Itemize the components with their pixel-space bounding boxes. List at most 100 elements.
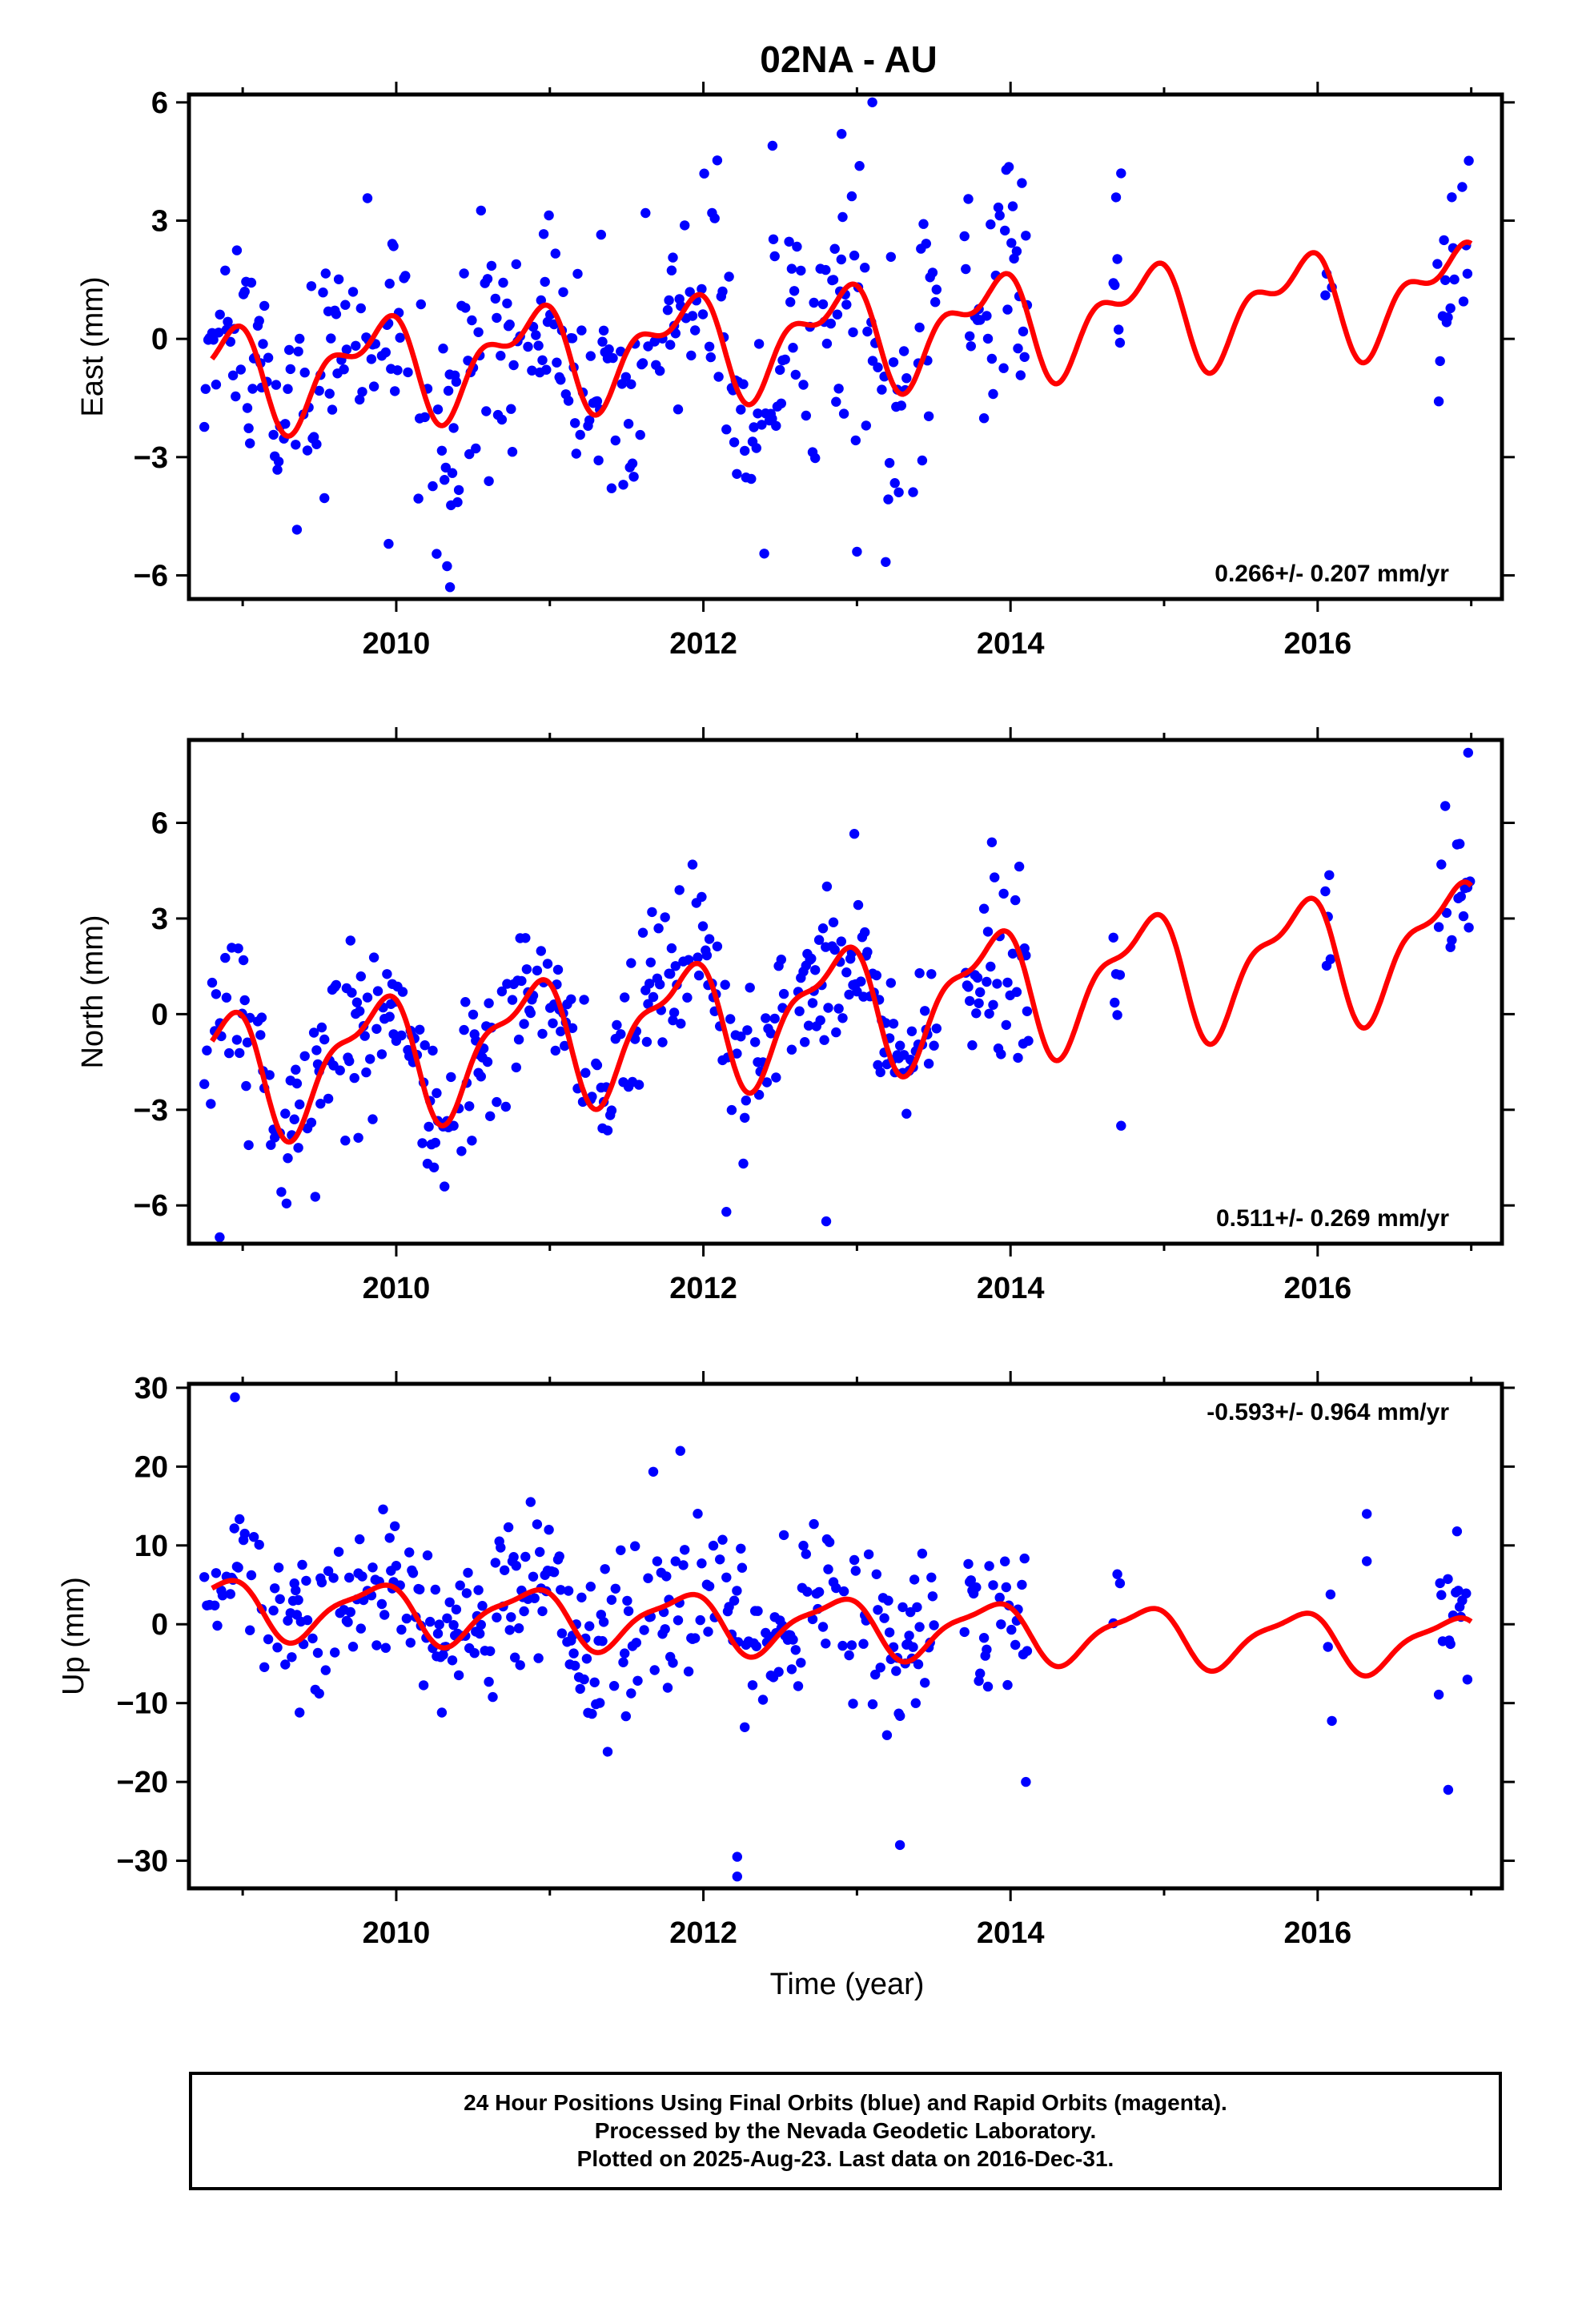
data-point	[687, 859, 698, 870]
data-point	[883, 1595, 893, 1606]
data-point	[540, 276, 550, 287]
data-point	[633, 1080, 644, 1090]
data-point	[529, 1593, 540, 1603]
data-point	[821, 881, 833, 892]
data-point	[210, 1600, 220, 1611]
data-point	[428, 480, 438, 492]
data-point	[849, 829, 860, 839]
data-point	[307, 1633, 318, 1644]
data-point	[975, 1668, 986, 1679]
data-point	[436, 445, 448, 456]
data-point	[703, 1626, 713, 1637]
data-point	[1464, 155, 1474, 166]
data-point	[520, 1551, 531, 1562]
data-point	[712, 941, 723, 952]
data-point	[1458, 911, 1469, 922]
data-point	[653, 923, 664, 934]
data-point	[608, 352, 618, 364]
data-point	[452, 497, 463, 508]
data-point	[717, 1534, 728, 1545]
data-point	[516, 975, 527, 987]
data-point	[206, 1099, 216, 1109]
data-point	[484, 476, 494, 486]
data-point	[471, 443, 481, 454]
data-point	[836, 254, 847, 265]
data-point	[963, 194, 974, 204]
data-point	[630, 1034, 640, 1044]
data-point	[420, 1040, 430, 1051]
data-point	[552, 357, 562, 368]
data-point	[959, 1626, 970, 1638]
data-point	[929, 1040, 939, 1051]
data-point	[883, 494, 893, 505]
data-point	[463, 1567, 473, 1578]
data-point	[340, 300, 351, 310]
data-point	[622, 1595, 632, 1606]
data-point	[485, 1111, 496, 1122]
data-point	[448, 1120, 459, 1131]
data-point	[986, 219, 996, 230]
data-point	[709, 213, 720, 223]
data-point	[297, 1559, 307, 1570]
data-point	[666, 265, 677, 275]
data-point	[318, 287, 328, 298]
data-point	[442, 561, 452, 572]
data-point	[831, 396, 841, 407]
data-point	[1007, 948, 1018, 959]
data-point	[233, 943, 243, 954]
data-point	[1110, 192, 1122, 203]
data-point	[824, 1537, 835, 1547]
data-point	[623, 1606, 634, 1617]
data-point	[461, 1588, 472, 1598]
data-point	[884, 1627, 895, 1638]
data-point	[637, 358, 648, 368]
data-point	[488, 1691, 498, 1703]
data-point	[854, 161, 865, 171]
data-point	[862, 326, 873, 337]
data-point	[732, 468, 742, 479]
data-point	[1452, 1526, 1463, 1537]
data-point	[331, 309, 342, 320]
data-point	[515, 1660, 525, 1671]
data-point	[1116, 1120, 1126, 1131]
data-point	[541, 364, 552, 375]
data-point	[550, 1045, 560, 1056]
data-point	[295, 1099, 305, 1110]
data-point	[643, 1573, 653, 1583]
data-point	[508, 360, 519, 371]
plot-frame	[187, 738, 1504, 1246]
data-point	[347, 287, 359, 297]
data-point	[345, 935, 355, 946]
data-point	[235, 1047, 245, 1059]
data-point	[786, 1044, 797, 1055]
data-point	[391, 1561, 402, 1571]
data-point	[418, 1680, 429, 1691]
data-point	[308, 1027, 319, 1038]
data-point	[640, 207, 651, 219]
data-point	[704, 341, 715, 352]
data-point	[306, 281, 317, 292]
data-point	[697, 309, 709, 320]
data-point	[291, 525, 303, 535]
data-point	[695, 1614, 705, 1626]
caption-box: 24 Hour Positions Using Final Orbits (bl…	[189, 2072, 1502, 2190]
data-point	[687, 311, 698, 321]
data-point	[532, 1519, 543, 1530]
data-point	[778, 988, 789, 999]
data-point	[500, 1565, 510, 1576]
data-point	[245, 1625, 255, 1635]
data-point	[885, 978, 897, 988]
data-point	[631, 1638, 641, 1648]
data-point	[440, 1181, 450, 1192]
data-point	[299, 368, 310, 378]
data-point	[917, 455, 928, 466]
data-point	[665, 340, 676, 350]
data-point	[486, 260, 497, 271]
data-point	[965, 995, 975, 1007]
data-point	[910, 1698, 921, 1708]
caption-line-3: Plotted on 2025-Aug-23. Last data on 201…	[576, 2146, 1114, 2171]
data-point	[1440, 801, 1451, 811]
data-point	[246, 1570, 257, 1581]
data-point	[532, 965, 543, 976]
data-point	[1320, 886, 1331, 897]
